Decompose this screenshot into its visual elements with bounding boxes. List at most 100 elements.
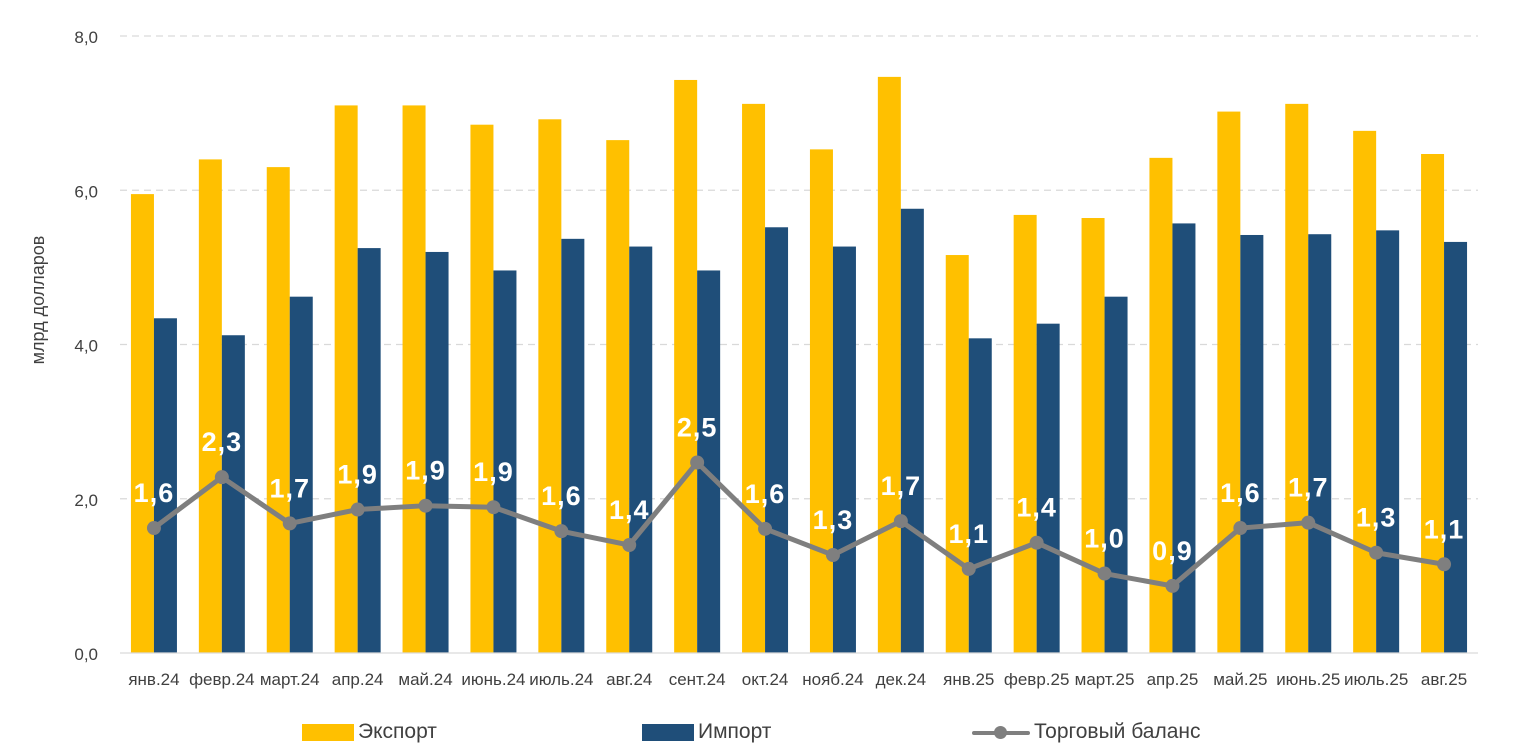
x-tick-label: апр.24 xyxy=(332,670,384,689)
balance-data-label: 1,6 xyxy=(1220,478,1261,508)
balance-line: 1,6 2,3 1,7 1,9 1,9 1,9 1,6 1,4 2,5 1,6 1,3 1,7 1,1 1… xyxy=(134,413,1463,593)
bar-export xyxy=(334,105,358,654)
balance-point xyxy=(758,521,773,536)
balance-series-line xyxy=(151,460,1447,589)
balance-point xyxy=(1097,566,1112,581)
bar-import xyxy=(900,208,924,653)
balance-point xyxy=(961,561,976,576)
y-axis-label: млрд долларов xyxy=(28,236,48,365)
x-tick-label: май.25 xyxy=(1213,670,1267,689)
bar-import xyxy=(425,251,449,653)
balance-point xyxy=(622,538,637,553)
y-tick-label: 6,0 xyxy=(74,182,98,201)
legend-swatch-export xyxy=(302,723,354,741)
x-tick-label: дек.24 xyxy=(876,670,926,689)
x-axis-ticks: янв.24 февр.24 март.24 апр.24 май.24 июнь.24 и… xyxy=(128,670,1467,689)
balance-point xyxy=(690,455,705,470)
balance-data-label: 1,6 xyxy=(134,478,175,508)
x-tick-label: июнь.25 xyxy=(1276,670,1340,689)
x-tick-label: апр.25 xyxy=(1147,670,1199,689)
balance-data-label: 0,9 xyxy=(1152,536,1193,566)
bar-import xyxy=(629,246,653,653)
bar-export xyxy=(809,149,833,653)
bar-import xyxy=(1308,234,1332,653)
balance-data-label: 1,7 xyxy=(1288,473,1329,503)
bar-export xyxy=(945,255,969,653)
x-tick-label: июль.24 xyxy=(529,670,593,689)
bar-import xyxy=(357,248,381,653)
balance-data-label: 1,9 xyxy=(405,456,446,486)
bar-export xyxy=(130,194,154,653)
x-tick-label: нояб.24 xyxy=(802,670,863,689)
balance-data-label: 1,6 xyxy=(541,481,582,511)
x-tick-label: март.24 xyxy=(260,670,320,689)
legend-swatch-import xyxy=(642,723,694,741)
bar-export xyxy=(1353,130,1377,653)
balance-point xyxy=(146,521,161,536)
y-axis-ticks: 0,0 2,0 4,0 6,0 8,0 xyxy=(74,28,98,664)
legend-swatch-balance xyxy=(972,724,1030,741)
gridlines xyxy=(120,35,1478,500)
balance-point xyxy=(486,500,501,515)
x-tick-label: июнь.24 xyxy=(461,670,525,689)
bar-export xyxy=(742,103,766,654)
balance-data-label: 1,3 xyxy=(813,505,854,535)
bar-import xyxy=(1036,323,1060,653)
y-tick-label: 4,0 xyxy=(74,337,98,356)
bar-import xyxy=(289,296,313,653)
balance-data-label: 1,4 xyxy=(1016,493,1057,523)
balance-data-label: 1,0 xyxy=(1084,524,1125,554)
bar-import xyxy=(968,338,992,653)
bar-export xyxy=(402,105,426,654)
balance-data-label: 2,5 xyxy=(677,413,718,443)
balance-data-label: 1,3 xyxy=(1356,503,1397,533)
balance-data-label: 1,4 xyxy=(609,495,650,525)
bar-import xyxy=(765,227,789,653)
balance-point xyxy=(1437,557,1452,572)
legend-label-import: Импорт xyxy=(698,720,772,743)
bar-import xyxy=(1240,234,1264,654)
balance-point xyxy=(418,498,433,513)
bar-export xyxy=(198,159,222,653)
bar-export xyxy=(1149,157,1173,654)
bar-import xyxy=(1104,296,1128,653)
bar-import xyxy=(832,246,856,653)
legend-item-import: Импорт xyxy=(642,712,771,752)
legend-label-export: Экспорт xyxy=(358,720,437,743)
bar-export xyxy=(1081,218,1105,653)
bar-import xyxy=(153,318,177,653)
x-tick-label: авг.25 xyxy=(1421,670,1467,689)
balance-point xyxy=(1301,515,1316,530)
balance-data-label: 1,6 xyxy=(745,479,786,509)
bar-export xyxy=(1013,214,1037,653)
bar-import xyxy=(1376,230,1400,654)
x-tick-label: авг.24 xyxy=(606,670,652,689)
balance-point xyxy=(282,516,297,531)
bar-export xyxy=(877,76,901,654)
balance-data-label: 2,3 xyxy=(202,427,243,457)
y-tick-label: 0,0 xyxy=(74,645,98,664)
bars xyxy=(130,76,1468,654)
x-tick-label: сент.24 xyxy=(669,670,726,689)
legend: Экспорт Импорт Торговый баланс xyxy=(0,712,1515,752)
legend-item-export: Экспорт xyxy=(302,712,437,752)
balance-point xyxy=(350,502,365,517)
balance-point xyxy=(1165,578,1180,593)
balance-data-label: 1,1 xyxy=(948,519,989,549)
bar-export xyxy=(606,140,630,653)
bar-export xyxy=(1421,154,1445,653)
y-tick-label: 8,0 xyxy=(74,28,98,47)
x-tick-label: июль.25 xyxy=(1344,670,1408,689)
trade-chart: 0,0 2,0 4,0 6,0 8,0 млрд долларов янв.24 февр… xyxy=(28,28,1478,689)
bar-import xyxy=(221,335,245,653)
balance-data-label: 1,7 xyxy=(269,473,310,503)
bar-export xyxy=(1217,111,1241,653)
x-tick-label: янв.24 xyxy=(128,670,179,689)
balance-point xyxy=(893,514,908,529)
bar-import xyxy=(493,270,517,653)
x-tick-label: февр.24 xyxy=(189,670,255,689)
x-tick-label: февр.25 xyxy=(1004,670,1070,689)
x-tick-label: янв.25 xyxy=(943,670,994,689)
legend-label-balance: Торговый баланс xyxy=(1034,720,1201,743)
legend-item-balance: Торговый баланс xyxy=(972,712,1201,752)
